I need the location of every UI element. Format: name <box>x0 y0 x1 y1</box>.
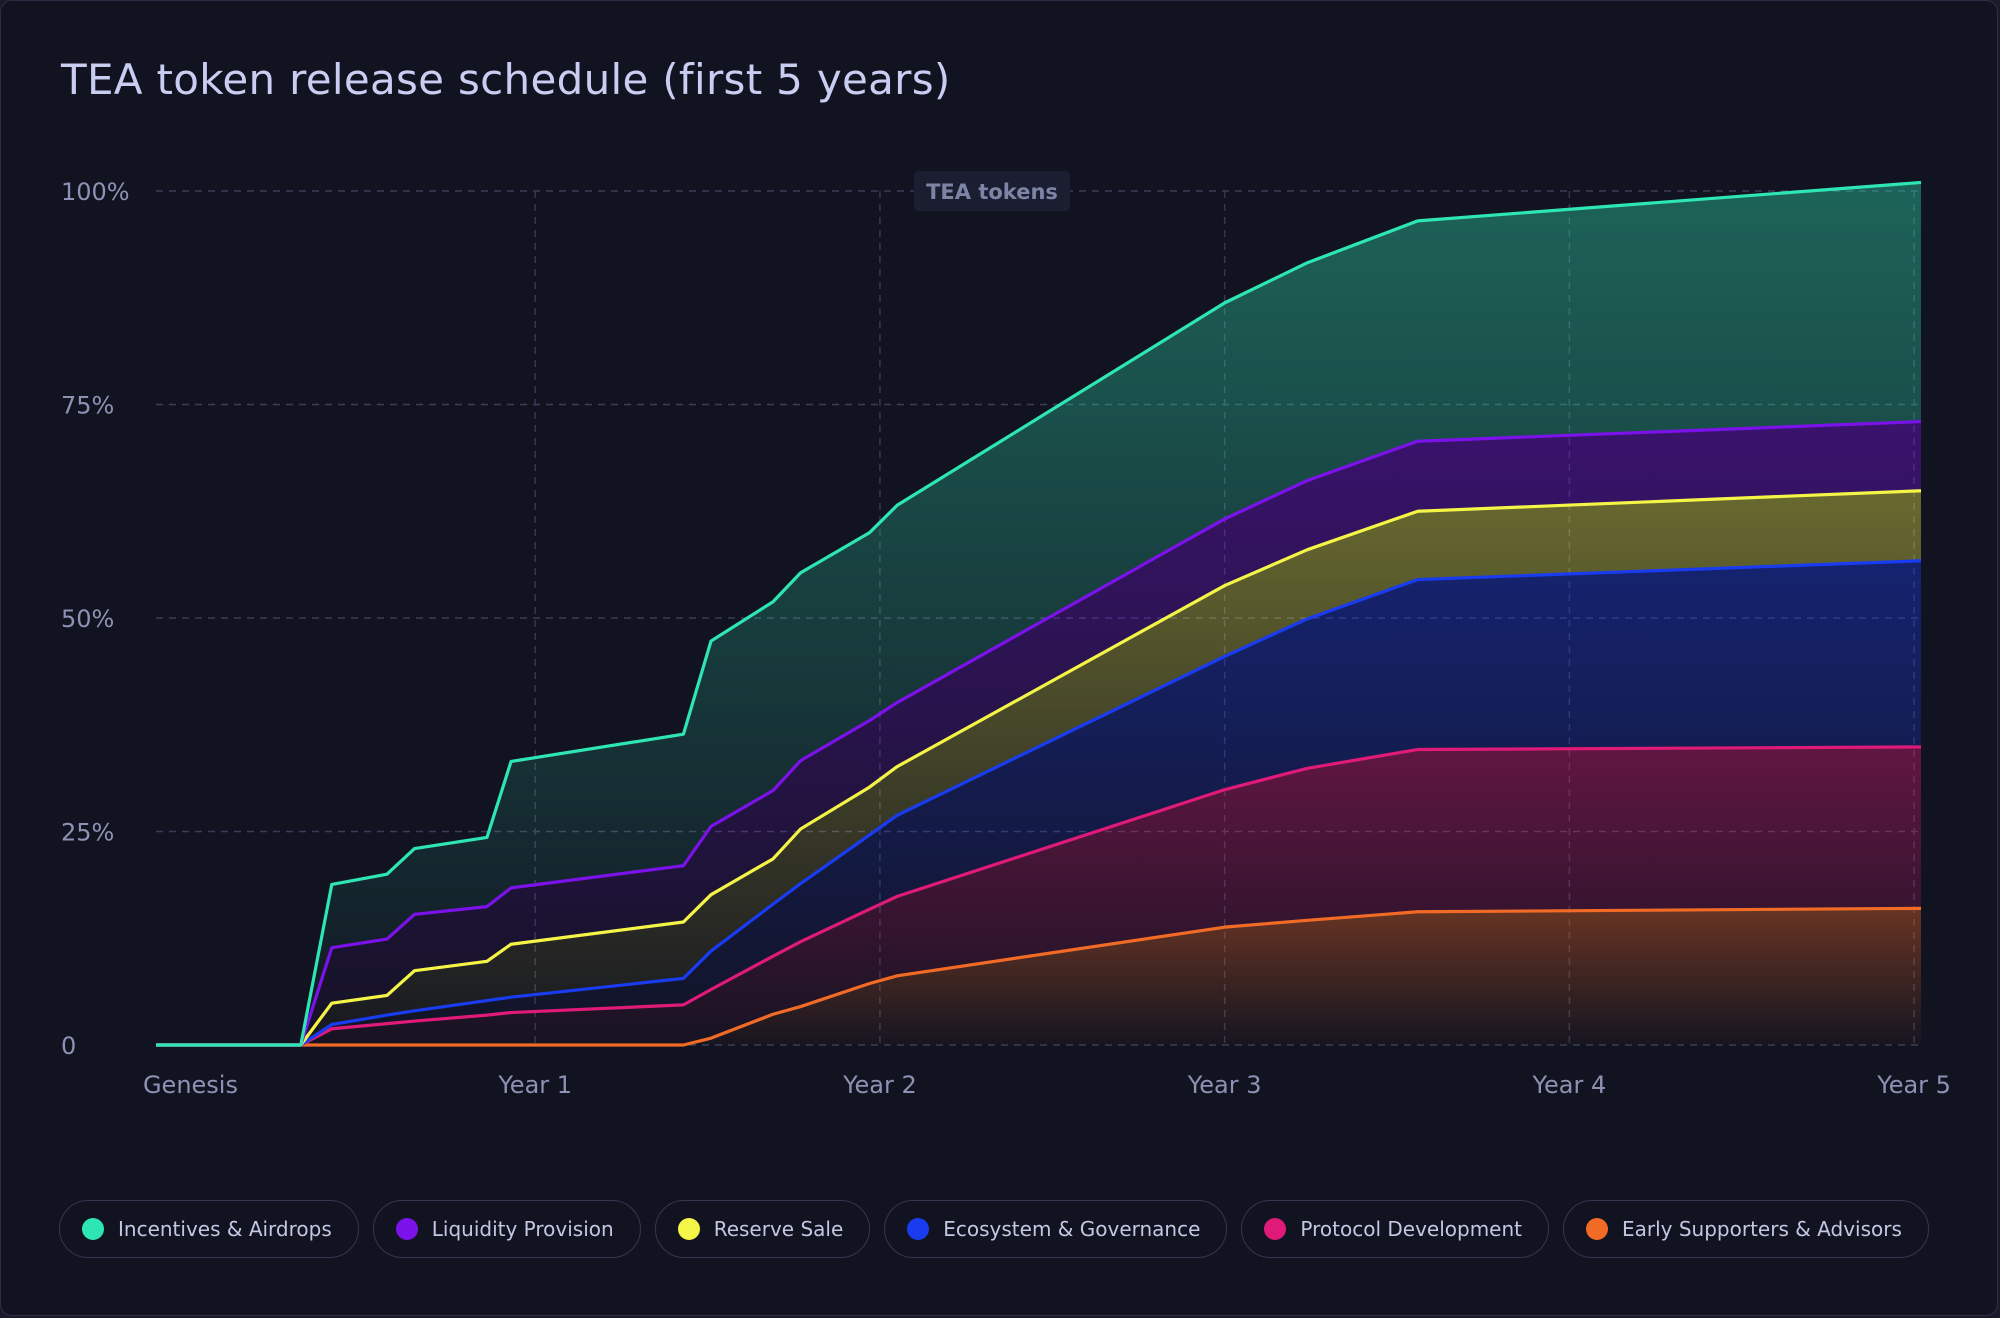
x-tick-label-1: Year 1 <box>497 1071 572 1099</box>
area-liquidity-provision <box>156 421 1921 1046</box>
line-protocol-development <box>156 745 1922 1047</box>
legend-swatch <box>1264 1218 1287 1240</box>
legend-item-liquidity-provision[interactable]: Liquidity Provision <box>372 1200 641 1258</box>
area-protocol-development <box>156 746 1921 1045</box>
chart-title: TEA token release schedule (first 5 year… <box>61 55 951 104</box>
area-early-supporters-advisors <box>156 908 1921 1045</box>
legend-item-protocol-development[interactable]: Protocol Development <box>1241 1200 1549 1258</box>
x-tick-label-2: Year 2 <box>842 1071 917 1099</box>
x-tick-label-0: Genesis <box>143 1071 238 1099</box>
legend-label: Protocol Development <box>1300 1217 1522 1241</box>
x-tick-label-3: Year 3 <box>1187 1071 1262 1099</box>
legend-label: Incentives & Airdrops <box>118 1217 332 1241</box>
y-tick-label-1: 25% <box>61 819 114 847</box>
legend: Incentives & Airdrops Liquidity Provision… <box>59 1200 1929 1258</box>
legend-swatch <box>907 1218 930 1240</box>
legend-swatch <box>1586 1218 1608 1240</box>
line-incentives-airdrops <box>156 180 1922 1047</box>
y-tick-label-4: 100% <box>61 178 130 206</box>
legend-item-reserve-sale[interactable]: Reserve Sale <box>654 1200 871 1258</box>
tooltip-chip: TEA tokens <box>914 171 1070 211</box>
legend-item-ecosystem-governance[interactable]: Ecosystem & Governance <box>884 1200 1228 1258</box>
chart-svg: 0 25% 50% 75% 100% Genesis Year 1 Year 2 Year 3 Y… <box>61 171 1951 1099</box>
legend-label: Reserve Sale <box>713 1217 844 1241</box>
x-tick-label-5: Year 5 <box>1876 1071 1951 1099</box>
line-liquidity-provision <box>156 419 1922 1047</box>
x-tick-label-4: Year 4 <box>1532 1071 1607 1099</box>
line-ecosystem-governance <box>156 559 1922 1047</box>
legend-swatch <box>82 1218 104 1240</box>
area-reserve-sale <box>156 490 1921 1045</box>
legend-item-incentives-airdrops[interactable]: Incentives & Airdrops <box>59 1200 359 1258</box>
legend-swatch <box>395 1218 418 1240</box>
y-tick-label-3: 75% <box>61 392 114 420</box>
axis-labels: 0 25% 50% 75% 100% Genesis Year 1 Year 2 Year 3 Y… <box>61 178 1951 1099</box>
legend-label: Liquidity Provision <box>431 1217 614 1241</box>
tooltip-label: TEA tokens <box>926 180 1058 204</box>
series-areas <box>156 182 1921 1046</box>
y-tick-label-2: 50% <box>61 605 114 633</box>
area-incentives-airdrops <box>156 182 1921 1045</box>
y-tick-label-0: 0 <box>61 1032 76 1060</box>
line-early-supporters-advisors <box>156 906 1922 1047</box>
series-lines <box>156 180 1922 1047</box>
legend-label: Early Supporters & Advisors <box>1622 1217 1902 1241</box>
area-ecosystem-governance <box>156 560 1921 1045</box>
legend-label: Ecosystem & Governance <box>943 1217 1201 1241</box>
line-reserve-sale <box>156 489 1922 1047</box>
legend-item-early-supporters-advisors[interactable]: Early Supporters & Advisors <box>1563 1200 1929 1258</box>
legend-swatch <box>677 1218 700 1240</box>
tooltip-chip-bg <box>914 171 1070 211</box>
